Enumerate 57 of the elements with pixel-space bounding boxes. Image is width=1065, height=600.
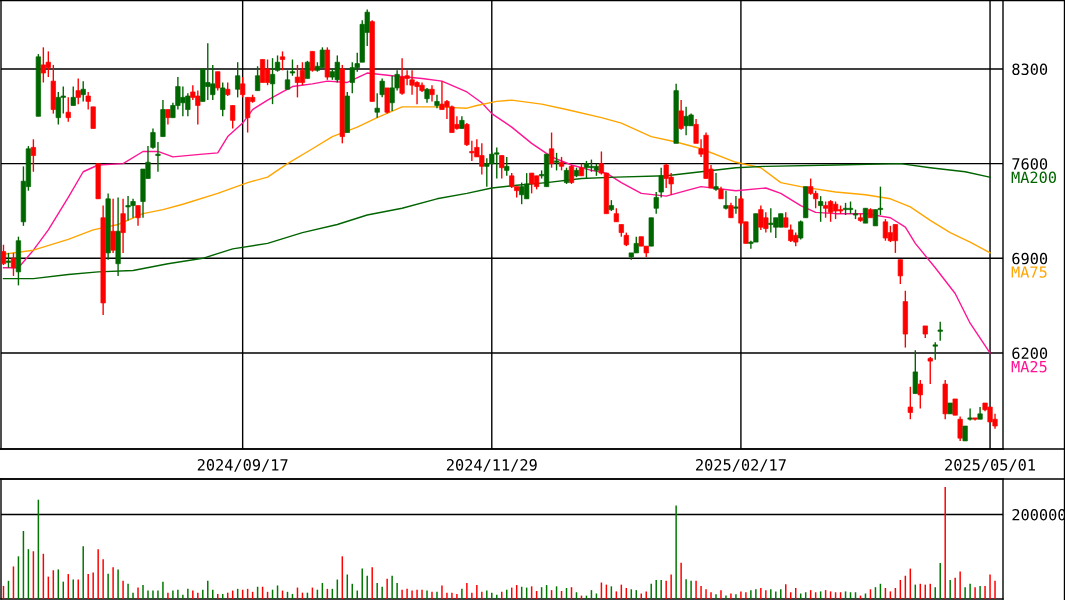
candlestick xyxy=(733,195,739,215)
candlestick xyxy=(269,57,276,105)
series-label: MA25 xyxy=(1011,360,1047,373)
candlestick xyxy=(80,80,86,103)
candlestick xyxy=(504,156,510,177)
x-tick-label: 2024/11/29 xyxy=(446,459,537,472)
y-tick-label: 8300 xyxy=(1012,63,1048,76)
candlestick xyxy=(255,65,261,92)
series-label: MA75 xyxy=(1011,266,1047,278)
candlestick xyxy=(120,198,126,254)
candlestick xyxy=(65,96,71,123)
candlestick xyxy=(957,415,963,442)
x-tick-label: 2025/02/17 xyxy=(696,459,786,472)
candlestick xyxy=(235,61,241,99)
candlestick xyxy=(264,58,271,86)
candlestick xyxy=(230,104,236,130)
candlestick xyxy=(284,69,291,90)
candlestick xyxy=(294,64,301,99)
candlestick xyxy=(967,407,973,422)
y-tick-label: 6900 xyxy=(1012,252,1048,265)
candlestick xyxy=(135,204,141,227)
candlestick xyxy=(110,198,116,254)
candlestick xyxy=(215,70,221,92)
candlestick xyxy=(907,386,913,420)
candlestick xyxy=(713,172,719,192)
candlestick xyxy=(678,99,684,131)
x-tick-label: 2025/05/01 xyxy=(945,459,1035,472)
y-tick-label: 7600 xyxy=(1012,158,1048,170)
candlestick xyxy=(240,76,246,99)
candlestick xyxy=(10,252,17,277)
candlestick xyxy=(220,81,226,118)
series-label: MA200 xyxy=(1011,171,1057,184)
candlestick xyxy=(299,61,306,86)
candlestick xyxy=(768,207,774,234)
candlestick xyxy=(937,321,943,342)
candlestick xyxy=(75,77,81,105)
candlestick xyxy=(917,379,923,410)
candlestick xyxy=(892,223,898,254)
candlestick xyxy=(927,356,933,385)
candlestick xyxy=(70,85,76,107)
candlestick xyxy=(259,58,266,84)
candlestick xyxy=(1,244,7,266)
y-tick-label: 200000 xyxy=(1012,509,1065,521)
candlestick xyxy=(897,258,903,285)
candlestick xyxy=(30,138,36,173)
candlestick xyxy=(309,50,315,73)
candlestick xyxy=(499,154,505,180)
candlestick xyxy=(319,46,325,69)
candlestick xyxy=(818,195,824,223)
candlestick xyxy=(568,164,575,185)
y-tick-label: 6200 xyxy=(1012,347,1048,360)
candlestick xyxy=(279,50,286,72)
candlestick xyxy=(912,349,918,395)
candlestick xyxy=(882,218,888,242)
candlestick xyxy=(723,189,729,211)
x-tick-label: 2024/09/17 xyxy=(197,459,288,472)
candlestick xyxy=(548,131,555,169)
